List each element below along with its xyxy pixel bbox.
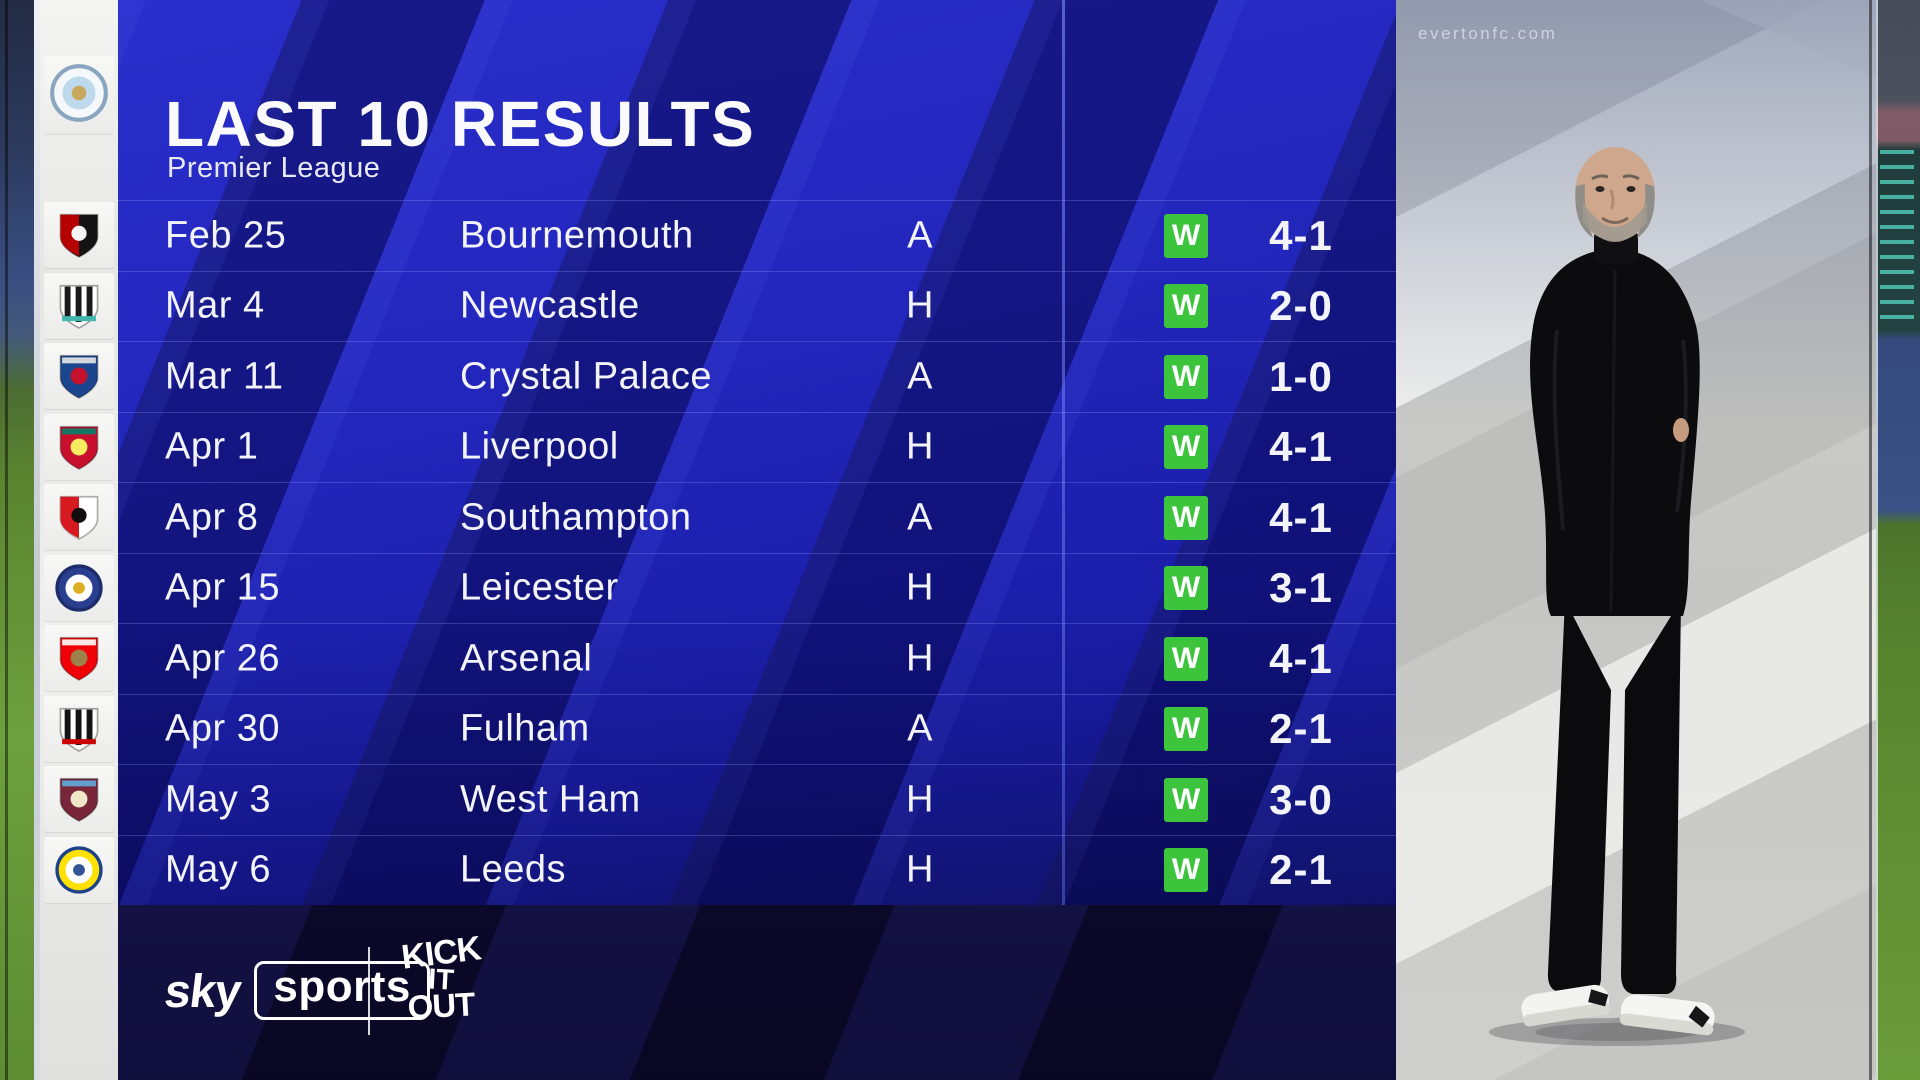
opponent-name: West Ham (460, 778, 641, 821)
venue-indicator: H (906, 425, 934, 468)
match-date: Feb 25 (165, 214, 287, 257)
result-badge-win: W (1164, 636, 1208, 681)
result-badge-win: W (1164, 848, 1208, 893)
venue-indicator: H (906, 848, 934, 891)
result-row: Apr 1 Liverpool H W 4-1 (118, 411, 1396, 483)
opponent-name: Leeds (460, 848, 567, 891)
stadium-watermark-text: evertonfc.com (1418, 24, 1558, 43)
opponent-name: Leicester (460, 566, 619, 609)
match-score: 4-1 (1269, 423, 1333, 471)
match-date: Apr 26 (165, 637, 280, 680)
sports-wordmark: sports (254, 961, 430, 1021)
venue-indicator: A (907, 496, 933, 539)
opponent-name: Southampton (460, 496, 692, 539)
results-panel: LAST 10 RESULTS Premier League Feb 25 Bou… (118, 0, 1396, 1080)
opponent-crest-icon (44, 625, 114, 691)
team-crest-manchester-city (44, 56, 114, 134)
result-badge-win: W (1164, 495, 1208, 540)
match-date: Apr 1 (165, 425, 259, 468)
result-badge-win: W (1164, 213, 1208, 258)
match-date: Apr 30 (165, 707, 280, 750)
match-score: 2-1 (1269, 705, 1333, 753)
result-row: May 6 Leeds H W 2-1 (118, 834, 1396, 906)
opponent-name: Fulham (460, 707, 590, 750)
score-column-divider (1062, 0, 1065, 1080)
result-row: Apr 26 Arsenal H W 4-1 (118, 623, 1396, 694)
match-date: May 6 (165, 848, 271, 891)
match-score: 4-1 (1269, 634, 1333, 682)
match-score: 3-0 (1269, 775, 1333, 823)
result-badge-win: W (1164, 284, 1208, 329)
manchester-city-crest-icon (46, 60, 112, 131)
result-row: Mar 11 Crystal Palace A W 1-0 (118, 341, 1396, 412)
manager-photo-panel: evertonfc.com (1396, 0, 1920, 1080)
result-badge-win: W (1164, 707, 1208, 752)
stadium-video-left-edge (0, 0, 40, 1080)
venue-indicator: H (906, 778, 934, 821)
result-row: Apr 8 Southampton A W 4-1 (118, 482, 1396, 553)
opponent-name: Arsenal (460, 637, 593, 680)
stadium-video-right-edge (1869, 0, 1920, 1080)
match-score: 1-0 (1269, 352, 1333, 400)
result-row: Apr 15 Leicester H W 3-1 (118, 552, 1396, 624)
result-row: Feb 25 Bournemouth A W 4-1 (118, 200, 1396, 271)
opponent-crest-icon (44, 272, 114, 339)
match-date: Apr 15 (165, 566, 280, 609)
manager-photo-pep-guardiola (1489, 147, 1745, 1046)
venue-indicator: A (907, 707, 933, 750)
result-row: Mar 4 Newcastle H W 2-0 (118, 270, 1396, 342)
venue-indicator: H (906, 284, 934, 327)
match-date: May 3 (165, 778, 271, 821)
white-sneaker-left (1521, 984, 1611, 1027)
result-badge-win: W (1164, 425, 1208, 470)
opponent-crest-icon (44, 484, 114, 550)
opponent-crest-icon (44, 343, 114, 409)
opponent-name: Bournemouth (460, 214, 694, 257)
opponent-name: Crystal Palace (460, 355, 712, 398)
opponent-name: Liverpool (460, 425, 619, 468)
match-score: 4-1 (1269, 493, 1333, 541)
result-row: Apr 30 Fulham A W 2-1 (118, 693, 1396, 765)
match-score: 2-1 (1269, 846, 1333, 894)
white-sneaker-right (1619, 994, 1715, 1036)
result-row: May 3 West Ham H W 3-0 (118, 764, 1396, 835)
competition-subtitle: Premier League (167, 152, 381, 185)
venue-indicator: A (907, 214, 933, 257)
page-title: LAST 10 RESULTS (165, 87, 756, 160)
match-score: 4-1 (1269, 211, 1333, 259)
opponent-crest-icon (44, 766, 114, 832)
club-crest-rail (40, 0, 118, 1080)
kick-it-out-logo: KICK IT OUT (386, 929, 496, 1026)
opponent-crest-icon (44, 695, 114, 762)
venue-indicator: A (907, 355, 933, 398)
opponent-crest-icon (44, 413, 114, 480)
match-score: 2-0 (1269, 282, 1333, 330)
panel-footer: sky sports KICK IT OUT (118, 905, 1396, 1080)
venue-indicator: H (906, 637, 934, 680)
match-date: Mar 4 (165, 284, 265, 327)
opponent-name: Newcastle (460, 284, 640, 327)
match-date: Mar 11 (165, 355, 284, 398)
results-table: Feb 25 Bournemouth A W 4-1 Mar 4 Newcastle H W 2-… (118, 200, 1396, 906)
result-badge-win: W (1164, 354, 1208, 399)
logo-divider (368, 947, 370, 1035)
sky-wordmark: sky (161, 964, 244, 1018)
result-badge-win: W (1164, 566, 1208, 611)
venue-indicator: H (906, 566, 934, 609)
sky-sports-logo: sky sports (161, 961, 430, 1021)
match-score: 3-1 (1269, 564, 1333, 612)
kick-it-out-line3: OUT (406, 985, 476, 1026)
opponent-crest-icon (44, 554, 114, 621)
result-badge-win: W (1164, 777, 1208, 822)
opponent-crest-icon (44, 836, 114, 903)
match-date: Apr 8 (165, 496, 259, 539)
opponent-crest-icon (44, 202, 114, 268)
